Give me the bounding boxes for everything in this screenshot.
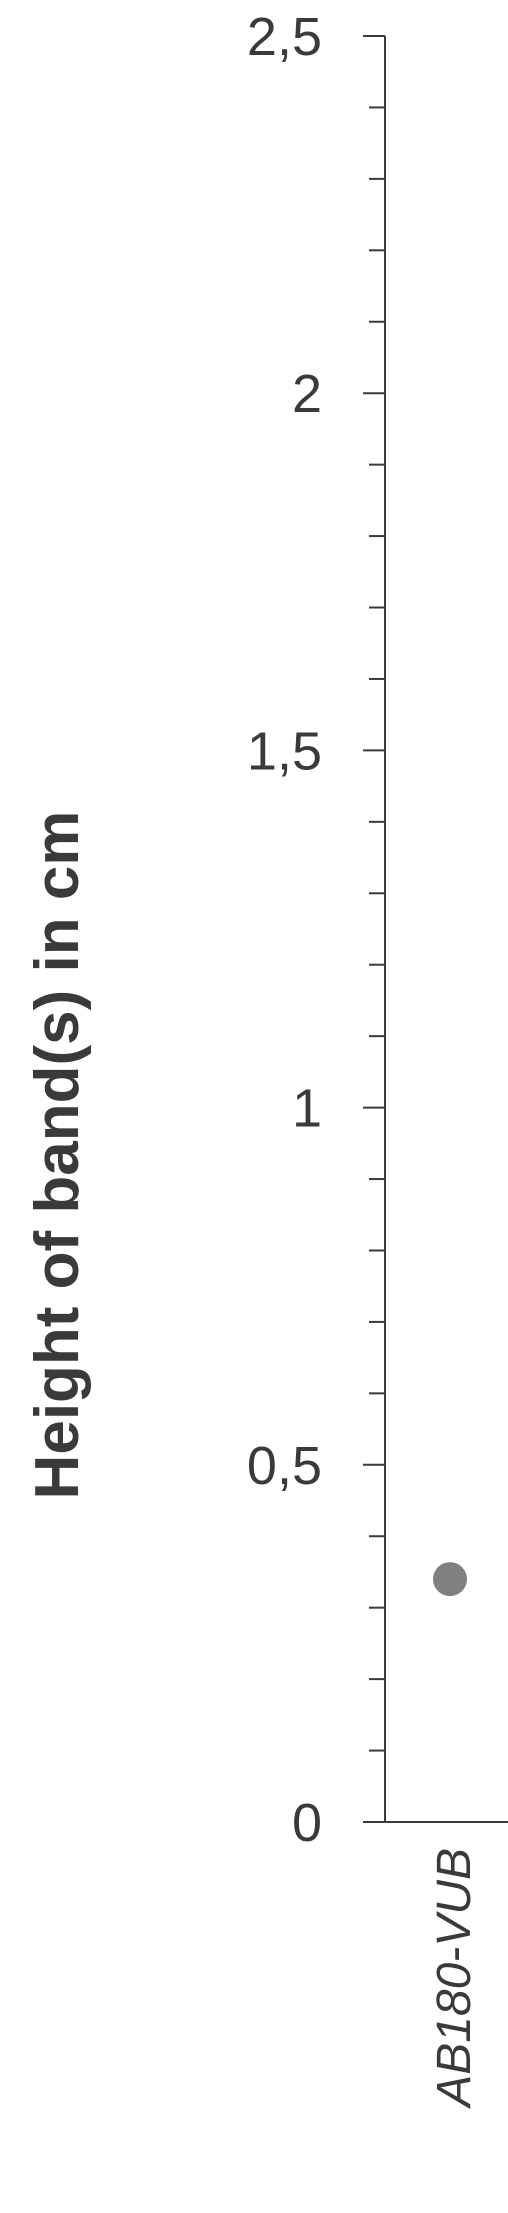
y-tick-label: 2,5	[247, 7, 322, 67]
y-tick-label: 1	[292, 1079, 322, 1139]
y-tick-label: 1,5	[247, 721, 322, 781]
y-tick-label: 2	[292, 364, 322, 424]
y-axis	[363, 35, 508, 1823]
x-category-label: AB180-VUB	[428, 1848, 481, 2110]
category-labels: AB180-VUB	[428, 1848, 481, 2110]
y-tick-label: 0	[292, 1793, 322, 1853]
data-points	[433, 1562, 467, 1597]
data-point	[433, 1562, 467, 1597]
y-axis-label: Height of band(s) in cm	[23, 811, 92, 1500]
y-tick-labels: 0 0,5 1 1,5 2 2,5	[247, 7, 322, 1853]
y-tick-label: 0,5	[247, 1436, 322, 1496]
